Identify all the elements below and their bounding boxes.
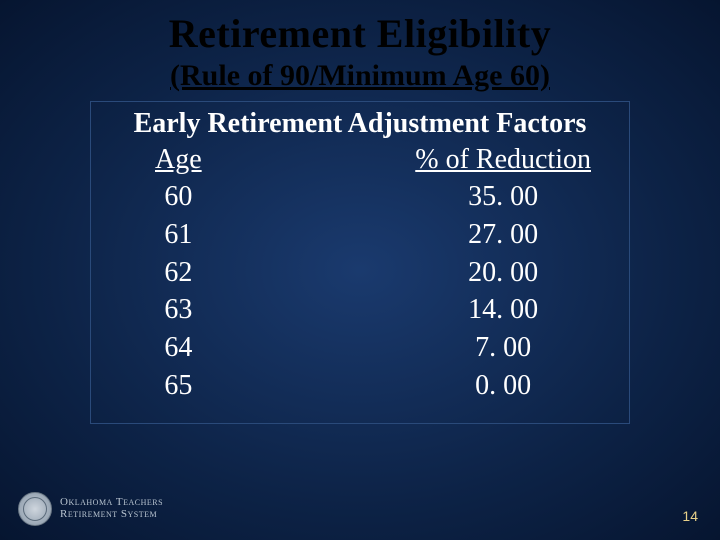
logo-text: Oklahoma Teachers Retirement System bbox=[60, 497, 163, 520]
page-number: 14 bbox=[682, 508, 698, 524]
table-cell: 35. 00 bbox=[468, 178, 538, 216]
age-column: Age 60 61 62 63 64 65 bbox=[155, 144, 202, 405]
slide-subtitle: (Rule of 90/Minimum Age 60) bbox=[0, 59, 720, 93]
table-cell: 65 bbox=[164, 367, 192, 405]
seal-icon bbox=[18, 492, 52, 526]
table-cell: 7. 00 bbox=[475, 329, 531, 367]
adjustment-table: Age 60 61 62 63 64 65 % of Reduction 35.… bbox=[101, 144, 619, 405]
content-box: Early Retirement Adjustment Factors Age … bbox=[90, 101, 630, 424]
reduction-column: % of Reduction 35. 00 27. 00 20. 00 14. … bbox=[415, 144, 591, 405]
table-cell: 14. 00 bbox=[468, 291, 538, 329]
table-cell: 20. 00 bbox=[468, 254, 538, 292]
column-header-reduction: % of Reduction bbox=[415, 144, 591, 176]
footer-logo: Oklahoma Teachers Retirement System bbox=[18, 492, 163, 526]
logo-line-2: Retirement System bbox=[60, 509, 163, 521]
table-cell: 61 bbox=[164, 216, 192, 254]
table-cell: 64 bbox=[164, 329, 192, 367]
table-cell: 27. 00 bbox=[468, 216, 538, 254]
table-cell: 63 bbox=[164, 291, 192, 329]
table-cell: 0. 00 bbox=[475, 367, 531, 405]
table-cell: 62 bbox=[164, 254, 192, 292]
slide-title: Retirement Eligibility bbox=[0, 0, 720, 57]
table-heading: Early Retirement Adjustment Factors bbox=[101, 108, 619, 140]
table-cell: 60 bbox=[164, 178, 192, 216]
column-header-age: Age bbox=[155, 144, 202, 176]
